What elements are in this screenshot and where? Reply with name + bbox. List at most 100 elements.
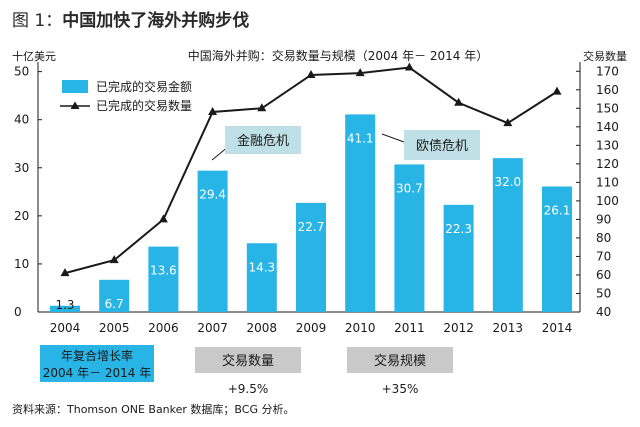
x-tick-label: 2014 xyxy=(542,321,573,335)
x-tick-label: 2012 xyxy=(443,321,474,335)
left-tick-label: 50 xyxy=(14,65,29,79)
chart: 中国海外并购：交易数量与规模（2004 年－ 2014 年） 十亿美元 交易数量… xyxy=(12,48,627,396)
legend: 已完成的交易金额 已完成的交易数量 xyxy=(60,79,192,113)
annotation-eurozone-crisis-leader xyxy=(381,133,405,143)
bar-2011 xyxy=(394,164,425,312)
right-tick-label: 110 xyxy=(596,175,619,189)
deal-count-point-2014 xyxy=(552,86,562,95)
bar-2012 xyxy=(443,204,474,312)
bar-2007 xyxy=(197,170,228,312)
annotation-financial-crisis-text: 金融危机 xyxy=(237,133,289,149)
cagr-box: 年复合增长率 2004 年－ 2014 年 xyxy=(40,345,154,382)
right-tick-label: 80 xyxy=(596,231,611,245)
summary-deal-count: 交易数量 +9.5% xyxy=(195,347,301,396)
x-tick-label: 2008 xyxy=(247,321,278,335)
right-tick-label: 120 xyxy=(596,157,619,171)
right-tick-label: 140 xyxy=(596,120,619,134)
summary-deal-value: 交易规模 +35% xyxy=(347,347,453,396)
left-tick-label: 30 xyxy=(14,161,29,175)
annotation-financial-crisis-box xyxy=(225,126,301,154)
right-tick-label: 130 xyxy=(596,138,619,152)
x-tick-label: 2006 xyxy=(148,321,179,335)
right-axis-ticks: 40 50 60 70 80 90 100 110 120 130 140 150 160 170 xyxy=(576,64,619,319)
x-tick-label: 2009 xyxy=(296,321,327,335)
bar-value-label: 1.3 xyxy=(55,298,74,312)
annotation-eurozone-crisis-box xyxy=(404,130,480,160)
right-tick-label: 100 xyxy=(596,194,619,208)
deal-count-point-2004 xyxy=(60,268,70,277)
figure-separator: ： xyxy=(45,11,63,31)
bar-2013 xyxy=(492,158,523,312)
cagr-label: 年复合增长率 xyxy=(61,348,133,363)
right-tick-label: 40 xyxy=(596,305,611,319)
annotation-eurozone-crisis: 欧债危机 xyxy=(381,130,480,160)
bar-value-label: 22.7 xyxy=(298,220,325,234)
x-tick-label: 2010 xyxy=(345,321,376,335)
figure-heading: 中国加快了海外并购步伐 xyxy=(62,11,250,31)
left-axis-unit: 十亿美元 xyxy=(12,49,56,63)
deal-count-point-2012 xyxy=(454,97,464,106)
bar-value-label: 26.1 xyxy=(544,204,571,218)
right-tick-label: 150 xyxy=(596,101,619,115)
left-tick-label: 20 xyxy=(14,209,29,223)
bar-2014 xyxy=(542,186,572,312)
summary-deal-count-label: 交易数量 xyxy=(222,353,274,369)
left-axis-ticks: 0 10 20 30 40 50 xyxy=(14,65,42,319)
summary-deal-value-box xyxy=(347,347,453,373)
bar-value-label: 29.4 xyxy=(199,188,226,202)
bar-value-label: 14.3 xyxy=(248,260,275,274)
deal-count-point-2009 xyxy=(306,69,316,78)
bar-2005 xyxy=(99,279,130,312)
left-tick-label: 0 xyxy=(14,305,22,319)
legend-line-label: 已完成的交易数量 xyxy=(96,98,192,113)
x-axis-ticks: 2004 2005 2006 2007 2008 2009 2010 2011 2012 2013… xyxy=(50,321,573,335)
legend-bar-swatch xyxy=(62,80,88,93)
bar-2010 xyxy=(345,114,376,313)
summary-deal-value-label: 交易规模 xyxy=(374,353,426,369)
deal-count-point-2008 xyxy=(257,103,267,112)
figure-label: 图 1 xyxy=(12,11,46,31)
x-tick-label: 2005 xyxy=(99,321,130,335)
right-tick-label: 70 xyxy=(596,249,611,263)
bar-2006 xyxy=(148,246,179,312)
source-note: 资料来源：Thomson ONE Banker 数据库；BCG 分析。 xyxy=(12,403,295,416)
summary-deal-value-value: +35% xyxy=(382,382,419,396)
x-tick-label: 2007 xyxy=(197,321,228,335)
deal-count-point-2013 xyxy=(503,118,513,127)
right-tick-label: 60 xyxy=(596,268,611,282)
right-tick-label: 160 xyxy=(596,83,619,97)
right-tick-label: 170 xyxy=(596,64,619,78)
bar-2004 xyxy=(50,305,80,312)
right-tick-label: 50 xyxy=(596,286,611,300)
legend-line-marker xyxy=(70,101,80,109)
cagr-period: 2004 年－ 2014 年 xyxy=(43,366,152,380)
bar-series: 1.3 6.7 13.6 29.4 14.3 22.7 41.1 30.7 22.3 32.0 26… xyxy=(50,114,572,313)
bar-value-label: 6.7 xyxy=(105,297,124,311)
bar-value-label: 30.7 xyxy=(396,181,423,195)
deal-count-point-2010 xyxy=(355,68,365,77)
deal-count-point-2006 xyxy=(158,214,168,223)
x-tick-label: 2013 xyxy=(493,321,524,335)
deal-count-point-2011 xyxy=(404,62,414,71)
bar-value-label: 13.6 xyxy=(150,264,177,278)
annotation-financial-crisis: 金融危机 xyxy=(211,126,301,161)
bar-value-label: 32.0 xyxy=(494,175,521,189)
bar-value-label: 41.1 xyxy=(347,131,374,145)
cagr-box-bg xyxy=(40,345,154,382)
annotation-eurozone-crisis-text: 欧债危机 xyxy=(416,139,468,154)
right-tick-label: 90 xyxy=(596,212,611,226)
bar-2008 xyxy=(246,243,277,312)
bar-value-label: 22.3 xyxy=(445,222,472,236)
figure-title: 图 1：中国加快了海外并购步伐 xyxy=(12,6,249,31)
deal-count-point-2005 xyxy=(109,255,119,264)
bar-2009 xyxy=(296,202,326,312)
right-axis-unit: 交易数量 xyxy=(583,49,627,63)
legend-bar-label: 已完成的交易金额 xyxy=(96,79,192,94)
summary-deal-count-box xyxy=(195,347,301,373)
line-series xyxy=(60,62,562,277)
summary-deal-count-value: +9.5% xyxy=(228,382,269,396)
x-tick-label: 2004 xyxy=(50,321,81,335)
left-tick-label: 10 xyxy=(14,257,29,271)
left-tick-label: 40 xyxy=(14,113,29,127)
chart-title: 中国海外并购：交易数量与规模（2004 年－ 2014 年） xyxy=(188,48,489,63)
